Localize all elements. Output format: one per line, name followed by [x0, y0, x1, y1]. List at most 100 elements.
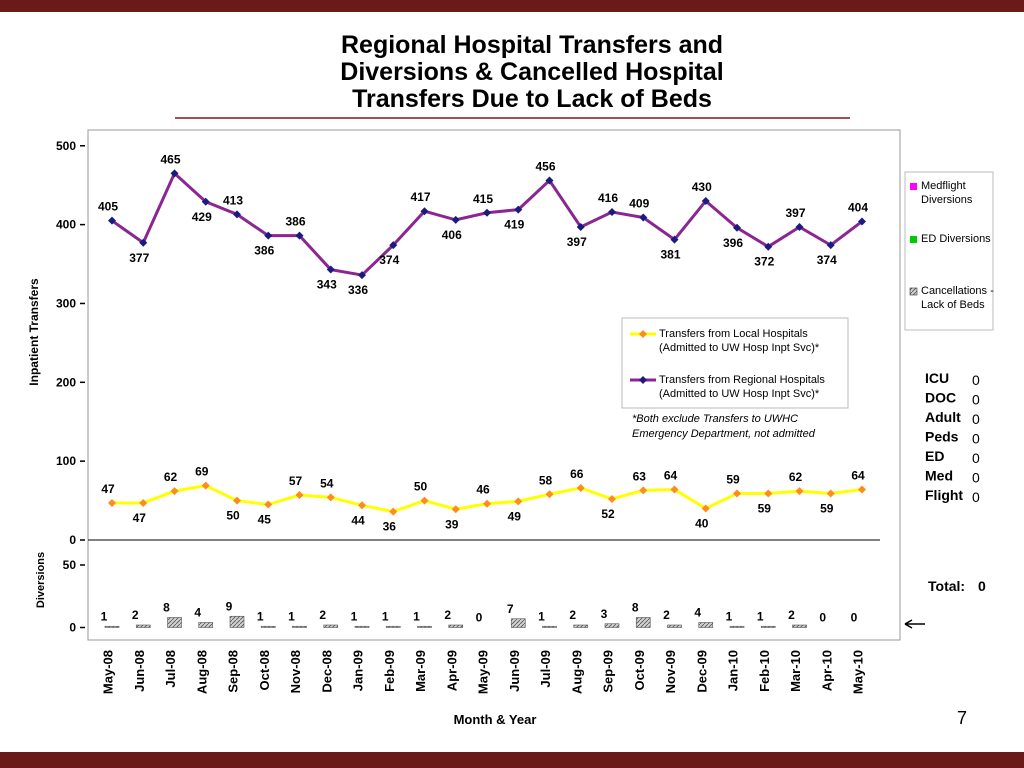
series-line [111, 170, 863, 277]
y-tick-label: 400 [56, 218, 76, 232]
data-label: 456 [535, 159, 555, 173]
count-label: Flight [925, 487, 963, 503]
count-label: ICU [925, 370, 949, 386]
point-marker [514, 205, 523, 214]
x-tick-label: Feb-09 [382, 650, 397, 692]
point-marker [639, 213, 648, 222]
x-axis-label: Month & Year [454, 712, 537, 727]
slide-title: Regional Hospital Transfers and Diversio… [340, 31, 724, 113]
data-label: 1 [257, 609, 264, 623]
bar [573, 624, 589, 628]
data-label: 397 [567, 235, 587, 249]
x-tick-label: Jul-09 [538, 650, 553, 688]
x-tick-label: Apr-09 [444, 650, 459, 691]
x-tick-label: Mar-09 [413, 650, 428, 692]
data-label: 0 [476, 611, 483, 625]
count-label: Med [925, 468, 953, 484]
x-tick-label: Jan-09 [351, 650, 366, 691]
data-label: 386 [254, 244, 274, 258]
data-label: 2 [569, 608, 576, 622]
point-marker [483, 499, 491, 508]
x-tick-label: Nov-09 [663, 650, 678, 693]
data-label: 64 [664, 469, 678, 483]
data-label: 52 [601, 507, 615, 521]
x-tick-label: Aug-08 [194, 650, 209, 694]
bar [323, 624, 339, 628]
data-label: 429 [192, 210, 212, 224]
point-marker [389, 507, 398, 516]
data-label: 372 [754, 255, 774, 269]
point-marker [483, 208, 491, 217]
x-tick-label: Dec-09 [694, 650, 709, 693]
data-label: 404 [848, 200, 868, 214]
point-marker [545, 490, 554, 499]
y-tick-label: 300 [56, 296, 76, 310]
point-marker [201, 197, 210, 206]
bar [760, 625, 776, 628]
bar [635, 617, 651, 628]
data-label: 59 [758, 501, 772, 515]
data-label: 49 [508, 509, 522, 523]
point-marker [420, 207, 429, 216]
bar [542, 625, 557, 628]
data-label: 1 [101, 609, 108, 623]
point-marker [608, 208, 616, 216]
x-tick-label: May-08 [101, 650, 116, 694]
data-label: 47 [133, 511, 147, 525]
y-tick-label: 100 [56, 454, 76, 468]
count-value: 0 [972, 411, 980, 427]
x-tick-label: Jun-08 [132, 650, 147, 692]
legend-swatch [910, 236, 917, 243]
data-label: 413 [223, 193, 243, 207]
data-label: 62 [789, 470, 803, 484]
point-marker [201, 481, 210, 490]
bar [604, 623, 620, 628]
y-tick-label: 0 [69, 533, 76, 547]
data-label: 417 [410, 190, 430, 204]
data-label: 1 [538, 609, 545, 623]
count-value: 0 [972, 372, 980, 388]
data-label: 50 [414, 480, 428, 494]
count-value: 0 [972, 470, 980, 486]
data-label: 4 [194, 606, 201, 620]
data-label: 381 [660, 248, 680, 262]
legend-swatch [639, 376, 647, 384]
point-marker [701, 196, 710, 205]
bar [260, 625, 276, 628]
data-label: 54 [320, 476, 334, 490]
data-label: 8 [163, 601, 170, 615]
point-marker [795, 222, 804, 231]
legend-box [621, 317, 849, 409]
data-label: 64 [851, 469, 865, 483]
point-marker [358, 271, 366, 280]
data-label: 1 [757, 609, 764, 623]
count-value: 0 [972, 489, 980, 505]
point-marker [139, 498, 148, 507]
x-tick-label: Aug-09 [569, 650, 584, 694]
x-tick-label: Oct-08 [257, 650, 272, 690]
data-label: 40 [695, 516, 709, 530]
data-label: 374 [817, 253, 837, 267]
data-label: 69 [195, 465, 209, 479]
x-tick-label: Mar-10 [788, 650, 803, 692]
bar [510, 618, 526, 628]
legend-label: ED Diversions [921, 233, 991, 245]
point-marker [545, 176, 554, 185]
point-marker [170, 487, 179, 496]
legend-swatch [639, 330, 647, 338]
point-marker [295, 231, 304, 240]
bar [354, 625, 370, 628]
top-band [0, 0, 1024, 12]
data-label: 1 [351, 609, 358, 623]
point-marker [389, 241, 398, 250]
data-label: 59 [820, 501, 834, 515]
data-label: 419 [504, 218, 524, 232]
data-label: 336 [348, 283, 368, 297]
point-marker [576, 222, 585, 231]
data-label: 57 [289, 474, 303, 488]
data-label: 3 [601, 607, 608, 621]
x-tick-label: Jun-09 [507, 650, 522, 692]
count-label: ED [925, 448, 944, 464]
x-tick-label: Feb-10 [757, 650, 772, 692]
